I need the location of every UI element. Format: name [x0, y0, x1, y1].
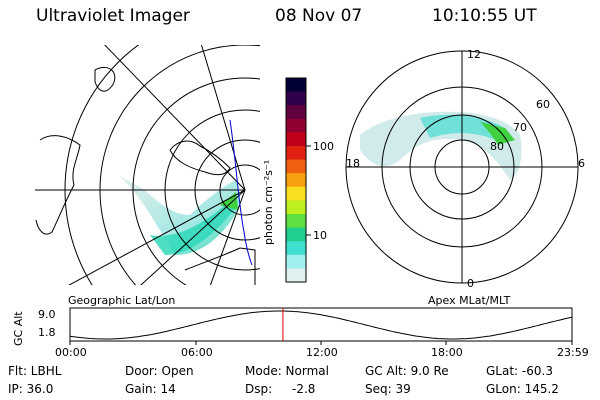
colorbar-segment [286, 173, 306, 188]
color-bar-frame [285, 77, 307, 283]
date-label: 08 Nov 07 [275, 6, 363, 26]
geo-lon-line [140, 189, 246, 285]
mlat-label-80: 80 [490, 140, 504, 153]
coastline-landmass [94, 66, 116, 92]
info-glon: GLon: 145.2 [486, 382, 559, 396]
mlt-label-0: 0 [467, 277, 474, 290]
info-filter: Flt: LBHL [8, 364, 62, 378]
geo-lon-line [209, 189, 246, 285]
geo-lon-line [104, 45, 246, 191]
geo-lon-line [200, 45, 246, 191]
colorbar-segment [286, 241, 306, 256]
colorbar-segment [286, 214, 306, 229]
mlt-label-18: 18 [346, 157, 360, 170]
colorbar-segment [286, 78, 306, 93]
altitude-plot-frame [69, 307, 573, 342]
info-door: Door: Open [125, 364, 194, 378]
info-seq: Seq: 39 [365, 382, 411, 396]
color-bar [286, 78, 306, 283]
coastline-nz [169, 140, 231, 176]
colorbar-segment [286, 200, 306, 215]
time-label: 10:10:55 UT [432, 6, 537, 26]
info-dsp-label: Dsp: [245, 382, 273, 396]
alt-ytick-9: 9.0 [38, 308, 56, 321]
colorbar-segment [286, 132, 306, 147]
colorbar-segment [286, 254, 306, 269]
colorbar-segment [286, 159, 306, 174]
info-gc-alt: GC Alt: 9.0 Re [365, 364, 449, 378]
mag-panel-label: Apex MLat/MLT [428, 294, 511, 307]
alt-xtick-1200: 12:00 [306, 346, 338, 359]
altitude-curve [69, 310, 573, 340]
colorbar-unit-label: photon cm⁻²s⁻¹ [262, 159, 275, 245]
colorbar-segment [286, 146, 306, 161]
alt-ytick-1-8: 1.8 [38, 326, 56, 339]
alt-xtick-2359: 23:59 [557, 346, 589, 359]
colorbar-segment [286, 268, 306, 283]
colorbar-segment [286, 105, 306, 120]
mlat-label-70: 70 [513, 121, 527, 134]
mlt-label-12: 12 [467, 48, 481, 61]
alt-xtick-0600: 06:00 [181, 346, 213, 359]
info-mode: Mode: Normal [245, 364, 329, 378]
geo-lon-line [68, 189, 246, 285]
info-ip: IP: 36.0 [8, 382, 54, 396]
colorbar-label-10: 10 [313, 229, 327, 242]
colorbar-segment [286, 227, 306, 242]
geographic-map [35, 45, 260, 285]
instrument-title: Ultraviolet Imager [36, 6, 190, 26]
colorbar-segment [286, 91, 306, 106]
alt-xtick-1800: 18:00 [431, 346, 463, 359]
colorbar-segment [286, 118, 306, 133]
geo-panel-label: Geographic Lat/Lon [68, 294, 176, 307]
info-glat: GLat: -60.3 [486, 364, 553, 378]
info-gain: Gain: 14 [125, 382, 176, 396]
alt-ylabel: GC Alt [12, 311, 25, 346]
mlat-label-60: 60 [536, 98, 550, 111]
mlt-label-6: 6 [578, 157, 585, 170]
alt-xtick-0000: 00:00 [55, 346, 87, 359]
coastline-antarctica [184, 247, 256, 285]
info-dsp-value: -2.8 [292, 382, 316, 396]
colorbar-label-100: 100 [313, 140, 334, 153]
geo-aurora-core [150, 195, 238, 255]
satellite-track [229, 119, 253, 266]
coastline-australia [35, 135, 81, 235]
colorbar-segment [286, 186, 306, 201]
